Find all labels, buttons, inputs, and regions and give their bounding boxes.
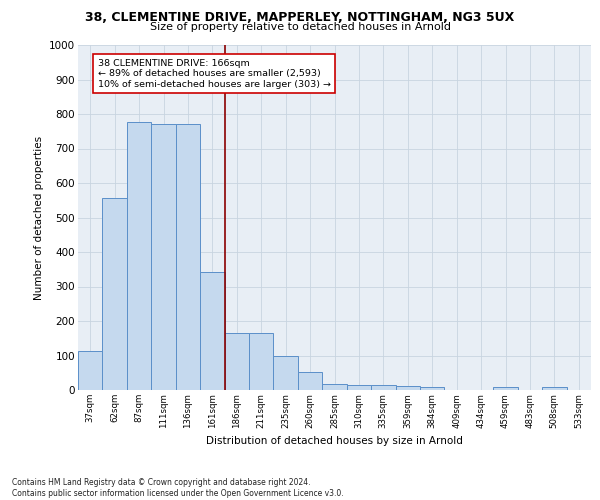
Text: Contains HM Land Registry data © Crown copyright and database right 2024.
Contai: Contains HM Land Registry data © Crown c… (12, 478, 344, 498)
Bar (420, 386, 445, 390)
Bar (151, 124, 176, 390)
Bar (347, 385, 371, 390)
Bar (274, 356, 298, 390)
Bar (249, 333, 274, 390)
Bar (127, 122, 151, 390)
Bar (542, 387, 566, 390)
Bar (371, 385, 395, 390)
Bar (200, 272, 224, 390)
Bar (78, 352, 103, 390)
X-axis label: Distribution of detached houses by size in Arnold: Distribution of detached houses by size … (206, 436, 463, 446)
Y-axis label: Number of detached properties: Number of detached properties (34, 136, 44, 300)
Bar (322, 384, 347, 390)
Text: 38 CLEMENTINE DRIVE: 166sqm
← 89% of detached houses are smaller (2,593)
10% of : 38 CLEMENTINE DRIVE: 166sqm ← 89% of det… (98, 59, 331, 88)
Text: Size of property relative to detached houses in Arnold: Size of property relative to detached ho… (149, 22, 451, 32)
Bar (493, 387, 518, 390)
Bar (176, 124, 200, 390)
Text: 38, CLEMENTINE DRIVE, MAPPERLEY, NOTTINGHAM, NG3 5UX: 38, CLEMENTINE DRIVE, MAPPERLEY, NOTTING… (85, 11, 515, 24)
Bar (298, 372, 322, 390)
Bar (103, 198, 127, 390)
Bar (395, 386, 420, 390)
Bar (224, 333, 249, 390)
